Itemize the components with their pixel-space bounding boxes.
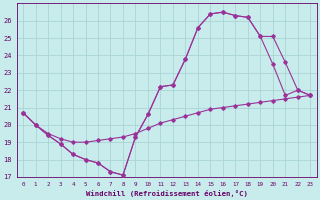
X-axis label: Windchill (Refroidissement éolien,°C): Windchill (Refroidissement éolien,°C) — [86, 190, 248, 197]
